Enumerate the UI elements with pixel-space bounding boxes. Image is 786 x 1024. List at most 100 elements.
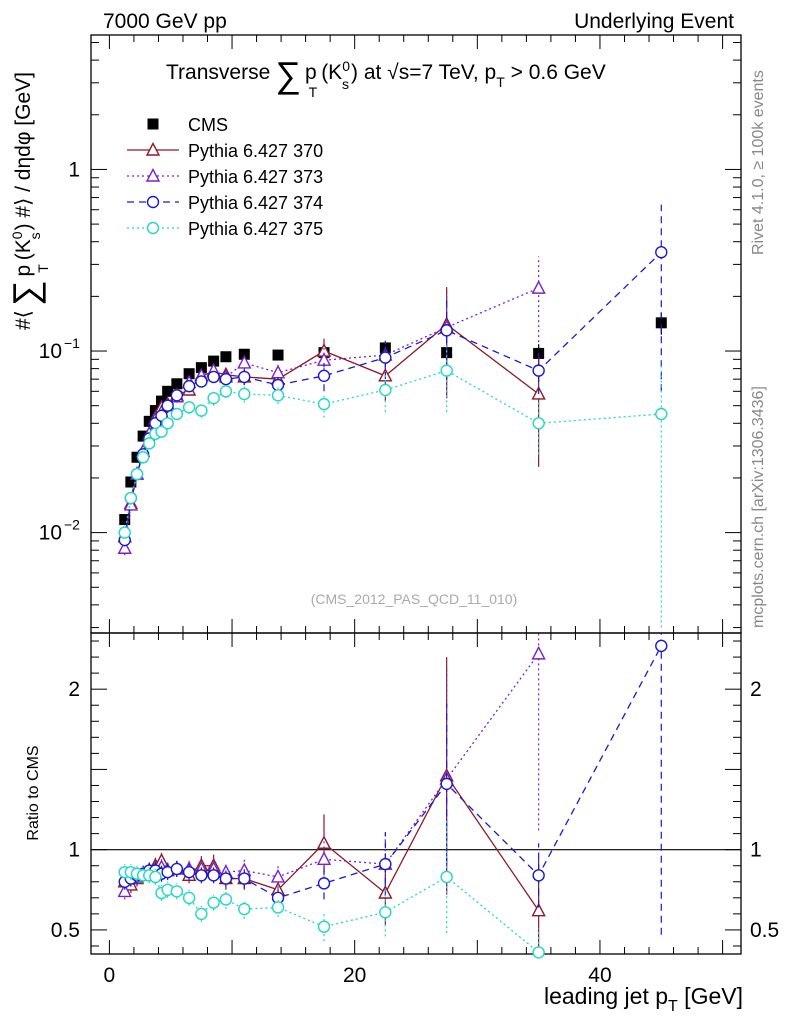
data-point (162, 385, 174, 397)
ratio-point (238, 872, 251, 885)
mcplots-label: mcplots.cern.ch [arXiv:1306.3436] (750, 386, 767, 628)
data-point (219, 372, 233, 386)
ratio-point (149, 870, 162, 884)
series-line (124, 369, 662, 533)
energy-label: 7000 GeV pp (103, 10, 227, 33)
ratio-series-1 (117, 657, 546, 954)
legend-entry-1: Pythia 6.427 370 (127, 141, 323, 161)
ratio-line (124, 774, 540, 912)
ratio-point (379, 906, 392, 919)
data-point (531, 280, 546, 294)
data-point (207, 370, 220, 384)
ratio-tick-label-right: 1 (750, 839, 762, 862)
ratio-line (124, 871, 540, 953)
series-4 (118, 343, 668, 628)
ratio-point (219, 872, 233, 885)
ratio-point (219, 893, 233, 906)
legend-label: Pythia 6.427 373 (188, 167, 323, 187)
series-line (124, 251, 662, 541)
ratio-point (117, 883, 132, 898)
ratio-point (195, 907, 208, 921)
data-point (195, 375, 208, 388)
x-tick-label: 40 (588, 964, 611, 987)
legend-marker (145, 167, 161, 182)
series-line (124, 323, 540, 537)
ratio-point (207, 896, 220, 909)
data-point (272, 349, 284, 361)
legend-marker (146, 221, 160, 235)
data-point (655, 317, 667, 329)
ratio-tick-label: 2 (68, 678, 80, 701)
data-point (130, 467, 144, 481)
legend-entry-3: Pythia 6.427 374 (127, 193, 323, 213)
data-point (182, 401, 196, 414)
data-point (208, 355, 220, 367)
data-point (440, 324, 453, 337)
data-point (238, 387, 251, 401)
ratio-line (124, 645, 662, 899)
ratio-point (195, 869, 208, 882)
ratio-tick-label-right: 2 (750, 678, 762, 701)
ratio-point (182, 865, 196, 879)
process-label: Underlying Event (574, 10, 734, 33)
data-point (136, 451, 150, 464)
data-point (220, 351, 232, 363)
legend-marker (147, 118, 159, 130)
data-point (170, 389, 184, 402)
data-point (317, 397, 331, 411)
ratio-axis-title: Ratio to CMS (25, 745, 42, 840)
series-0 (119, 312, 667, 526)
ratio-frame (90, 632, 742, 955)
data-point (237, 354, 252, 369)
ratio-point (270, 868, 286, 883)
data-point (532, 364, 545, 377)
y-axis-title: #⟨∑pT(K0 s) #⟩ / dηdφ [GeV] (5, 72, 51, 330)
y-tick-exponent: −2 (64, 517, 80, 533)
data-point (219, 385, 233, 398)
ratio-point (531, 902, 546, 917)
x-tick-label: 20 (343, 964, 366, 987)
data-point (171, 378, 183, 390)
ratio-point (170, 862, 184, 876)
data-point (124, 491, 138, 505)
legend-marker (145, 141, 161, 156)
data-point (207, 391, 220, 405)
data-point (125, 476, 137, 488)
data-point (143, 437, 156, 450)
legend-entry-0: CMS (147, 115, 228, 135)
data-point (182, 380, 196, 393)
legend-label: CMS (188, 115, 228, 135)
data-point (379, 383, 392, 397)
data-point (440, 364, 453, 377)
ratio-tick-label-right: 0.5 (750, 919, 779, 942)
ratio-point (379, 857, 392, 871)
x-axis-title: leading jet pT [GeV] (544, 983, 743, 1015)
data-point (238, 348, 250, 360)
ratio-point (655, 639, 668, 653)
ratio-point (271, 901, 285, 914)
data-point (655, 407, 668, 421)
ratio-point (531, 645, 546, 660)
y-tick-label: 10 (39, 522, 62, 545)
data-point (238, 370, 251, 384)
data-point (195, 362, 207, 374)
y-tick-label: 10 (39, 340, 62, 363)
ratio-line (124, 653, 540, 892)
legend-label: Pythia 6.427 374 (188, 193, 323, 213)
ratio-point (440, 870, 453, 884)
plot-title: Transverse ∑ p T(K0 s) at √s=7 TeV, pT > 0.6… (166, 54, 606, 100)
ratio-series-4 (118, 820, 545, 959)
series-line (124, 287, 539, 549)
legend-entry-4: Pythia 6.427 375 (127, 219, 323, 239)
data-point (137, 430, 149, 442)
ratio-point (316, 851, 332, 866)
ratio-point (440, 777, 453, 791)
analysis-label: (CMS_2012_PAS_QCD_11_010) (311, 591, 518, 607)
ratio-point (170, 885, 184, 898)
ratio-point (532, 946, 545, 959)
data-point (532, 417, 545, 430)
x-tick-label: 0 (104, 964, 116, 987)
ratio-series-2 (117, 633, 546, 900)
ratio-point (317, 877, 331, 890)
data-point (161, 417, 174, 430)
